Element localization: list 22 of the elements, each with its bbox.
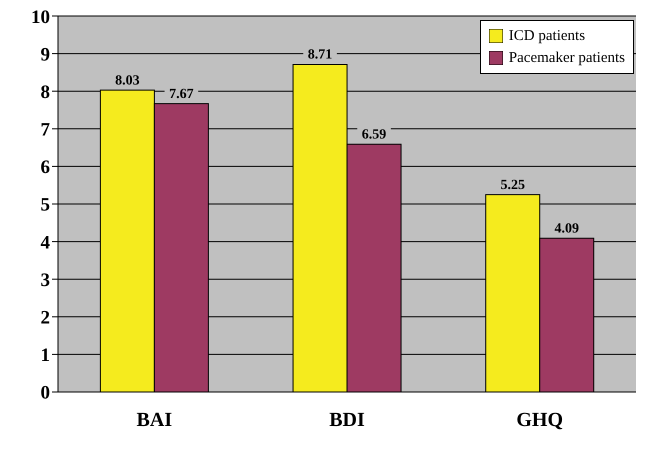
y-tick-label: 2	[40, 308, 50, 329]
legend-label: Pacemaker patients	[508, 49, 625, 68]
data-label: 7.67	[169, 86, 194, 102]
legend-label: ICD patients	[508, 27, 586, 46]
y-tick-label: 7	[40, 120, 50, 141]
data-label: 8.03	[115, 73, 140, 88]
y-tick-label: 1	[40, 345, 50, 366]
y-tick-label: 3	[40, 270, 50, 291]
y-tick-label: 0	[40, 382, 50, 404]
data-label: 6.59	[362, 127, 386, 142]
y-tick-label: 9	[40, 44, 50, 66]
x-tick-label: BAI	[136, 409, 172, 432]
y-tick-label: 6	[40, 157, 50, 178]
y-tick-label: 10	[31, 6, 50, 28]
data-label: 4.09	[554, 221, 579, 236]
y-tick-label: 4	[40, 232, 50, 254]
data-label: 5.25	[500, 178, 525, 193]
data-label: 8.71	[308, 48, 332, 63]
x-tick-label: BDI	[329, 409, 365, 432]
x-tick-label: GHQ	[516, 409, 564, 432]
y-tick-label: 8	[40, 82, 50, 103]
y-tick-label: 5	[40, 194, 50, 216]
